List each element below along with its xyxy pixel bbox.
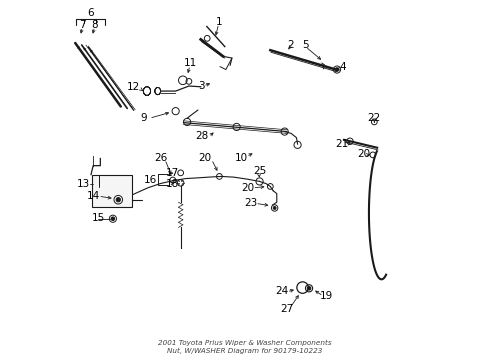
Circle shape [335,68,338,71]
Text: 1: 1 [215,17,222,27]
Text: 5: 5 [302,40,308,50]
Text: 2: 2 [286,40,293,50]
Text: 22: 22 [367,113,380,123]
Text: 11: 11 [183,58,196,68]
Text: 21: 21 [335,139,348,149]
Text: 25: 25 [252,166,265,176]
Text: 16: 16 [143,175,157,185]
Text: 6: 6 [87,8,93,18]
Text: 4: 4 [338,62,345,72]
Text: 13: 13 [77,179,90,189]
Text: 27: 27 [280,304,293,314]
Text: 14: 14 [86,191,100,201]
Text: 7: 7 [79,20,85,30]
Text: 18: 18 [165,179,178,189]
Circle shape [111,217,115,221]
Text: 3: 3 [198,81,204,91]
Text: 20: 20 [241,183,254,193]
Text: 17: 17 [165,168,178,178]
Text: 9: 9 [140,113,146,123]
Text: 15: 15 [91,213,104,222]
Circle shape [116,198,120,202]
Bar [92,175,131,207]
Text: 19: 19 [319,291,332,301]
Text: 28: 28 [195,131,208,141]
Text: 12: 12 [126,82,140,93]
Text: 23: 23 [244,198,257,208]
Text: 20: 20 [357,149,370,159]
Circle shape [306,287,310,290]
Circle shape [273,207,276,210]
Text: 24: 24 [275,286,288,296]
Text: 8: 8 [91,20,98,30]
Text: 10: 10 [234,153,247,163]
Text: 26: 26 [154,153,167,163]
Text: 20: 20 [198,153,211,163]
Text: 2001 Toyota Prius Wiper & Washer Components
Nut, W/WASHER Diagram for 90179-1022: 2001 Toyota Prius Wiper & Washer Compone… [157,340,331,354]
